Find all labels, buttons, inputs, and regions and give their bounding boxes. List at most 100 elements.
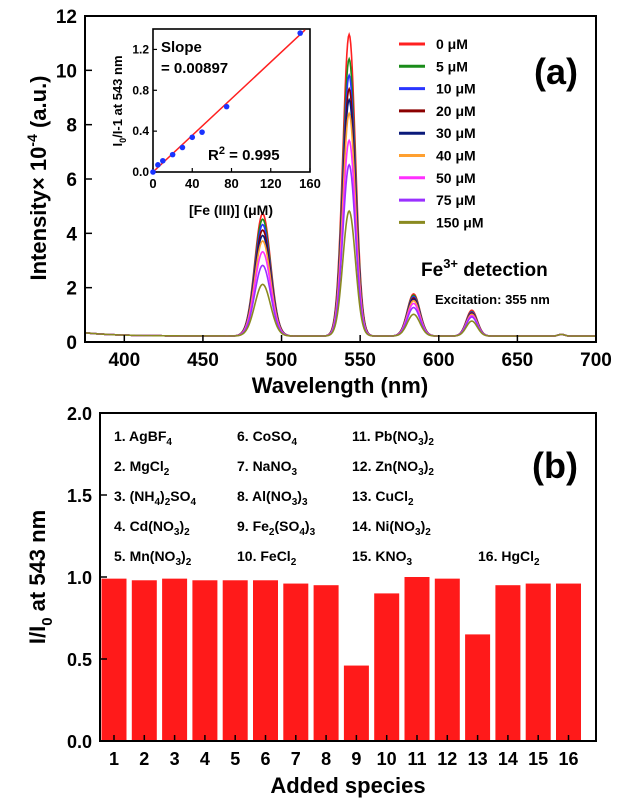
panel-b-bars [101, 577, 581, 741]
legend-label: 75 μM [436, 192, 476, 208]
legend-label: 150 μM [436, 214, 483, 230]
inset-frame [152, 28, 311, 173]
bar [222, 580, 248, 741]
legend-label: 10 μM [436, 81, 476, 97]
y-tick-label: 10 [56, 61, 77, 82]
inset-y-tick-label: 0.0 [132, 165, 149, 179]
spectrum-line [84, 209, 596, 337]
inset-x-tick-label: 120 [260, 176, 282, 191]
inset-slope-value: = 0.00897 [161, 60, 228, 77]
excitation-annotation: Excitation: 355 nm [435, 292, 550, 307]
inset-data-point [169, 151, 176, 158]
bar [465, 634, 491, 741]
inset-data-point [189, 134, 196, 141]
panel-b-frame [99, 412, 597, 742]
x-tick-label: 3 [170, 749, 180, 769]
y-tick-label: 8 [66, 116, 77, 137]
x-tick-label: 10 [377, 749, 397, 769]
inset-r2-label: R2 = 0.995 [208, 145, 280, 164]
inset-points [150, 30, 303, 175]
inset-x-tick-label: 0 [149, 176, 156, 191]
x-tick-label: 600 [423, 350, 455, 371]
inset-x-tick-label: 40 [185, 176, 199, 191]
legend-label: 30 μM [436, 125, 476, 141]
inset-y-tick-label: 0.8 [132, 83, 149, 97]
x-tick-label: 450 [187, 350, 219, 371]
y-tick-label: 12 [56, 7, 77, 28]
inset-data-point [223, 103, 230, 110]
panel-a-legend: 0 μM 5 μM 10 μM 20 μM 30 μM 40 μM 50 μM 75 μM 15… [399, 36, 483, 230]
spectra-curves [84, 31, 596, 337]
x-tick-label: 15 [528, 749, 548, 769]
fe-detection-annotation: Fe3+ detection [421, 256, 548, 281]
bar [525, 583, 551, 741]
species-label: 13. CuCl2 [352, 488, 414, 508]
x-tick-label: 7 [291, 749, 301, 769]
inset-y-tick-label: 1.2 [132, 42, 149, 56]
legend-label: 0 μM [436, 36, 468, 52]
x-tick-label: 700 [580, 350, 612, 371]
y-tick-label: 0.5 [67, 650, 92, 670]
species-label: 14. Ni(NO3)2 [352, 518, 431, 538]
bar [374, 593, 400, 741]
species-label: 5. Mn(NO3)2 [114, 548, 192, 568]
bar [101, 578, 127, 741]
inset-slope-title: Slope [161, 39, 202, 56]
bar [192, 580, 218, 741]
inset-x-tick-label: 160 [299, 176, 321, 191]
inset-x-tick-label: 80 [224, 176, 238, 191]
bar [253, 580, 278, 741]
y-tick-label: 1.0 [67, 568, 92, 588]
legend-label: 50 μM [436, 170, 476, 186]
species-label: 1. AgBF4 [114, 428, 172, 448]
panel-b-x-axis-label: Added species [270, 773, 425, 798]
panel-b-y-ticks: 0.0 0.5 1.0 1.5 2.0 [67, 404, 107, 752]
x-tick-label: 4 [200, 749, 210, 769]
inset-fit-line [153, 29, 306, 172]
x-tick-label: 5 [230, 749, 240, 769]
x-tick-label: 1 [109, 749, 119, 769]
x-tick-label: 12 [437, 749, 457, 769]
x-tick-label: 8 [321, 749, 331, 769]
inset-ticks: 0 40 80 120 160 0.0 0.4 0.8 1.2 [132, 42, 321, 191]
panel-b-x-ticks: 1 2 3 4 5 6 7 8 9 10 11 12 13 14 15 16 [109, 735, 579, 769]
x-tick-label: 9 [351, 749, 361, 769]
inset-data-point [160, 157, 166, 164]
bar [283, 583, 309, 741]
panel-b-y-axis-label: I/I0 at 543 nm [25, 510, 56, 644]
bar [556, 583, 581, 741]
inset-y-axis-label: I0/I-1 at 543 nm [110, 55, 128, 146]
y-tick-label: 1.5 [67, 486, 92, 506]
y-tick-label: 4 [66, 224, 77, 245]
x-tick-label: 650 [502, 350, 534, 371]
bar [495, 585, 521, 741]
panel-b: 1 2 3 4 5 6 7 8 9 10 11 12 13 14 15 16 0.00.51.01.52.0 … [25, 404, 597, 798]
x-tick-label: 400 [108, 350, 140, 371]
bar [434, 578, 460, 741]
x-tick-label: 13 [468, 749, 488, 769]
species-label: 3. (NH4)2SO4 [114, 488, 196, 508]
x-tick-label: 6 [260, 749, 270, 769]
inset-data-point [150, 169, 156, 175]
species-label: 11. Pb(NO3)2 [352, 428, 434, 448]
bar [313, 585, 339, 741]
inset-data-point [199, 129, 205, 135]
bar [343, 665, 369, 741]
y-tick-label: 0 [66, 333, 77, 354]
legend-label: 5 μM [436, 58, 468, 74]
bar [162, 578, 188, 741]
inset-data-point [155, 162, 161, 168]
inset-x-axis-label: [Fe (III)] (μM) [189, 202, 273, 218]
species-label: 4. Cd(NO3)2 [114, 518, 190, 538]
y-tick-label: 6 [66, 170, 77, 191]
species-label: 15. KNO3 [352, 548, 412, 568]
species-label: 12. Zn(NO3)2 [352, 458, 434, 478]
inset-data-point [179, 144, 186, 151]
panel-a-frame [84, 15, 597, 343]
inset-y-tick-label: 0.4 [132, 124, 149, 138]
x-tick-label: 500 [266, 350, 298, 371]
legend-label: 20 μM [436, 103, 476, 119]
panel-a-label: (a) [534, 51, 578, 92]
